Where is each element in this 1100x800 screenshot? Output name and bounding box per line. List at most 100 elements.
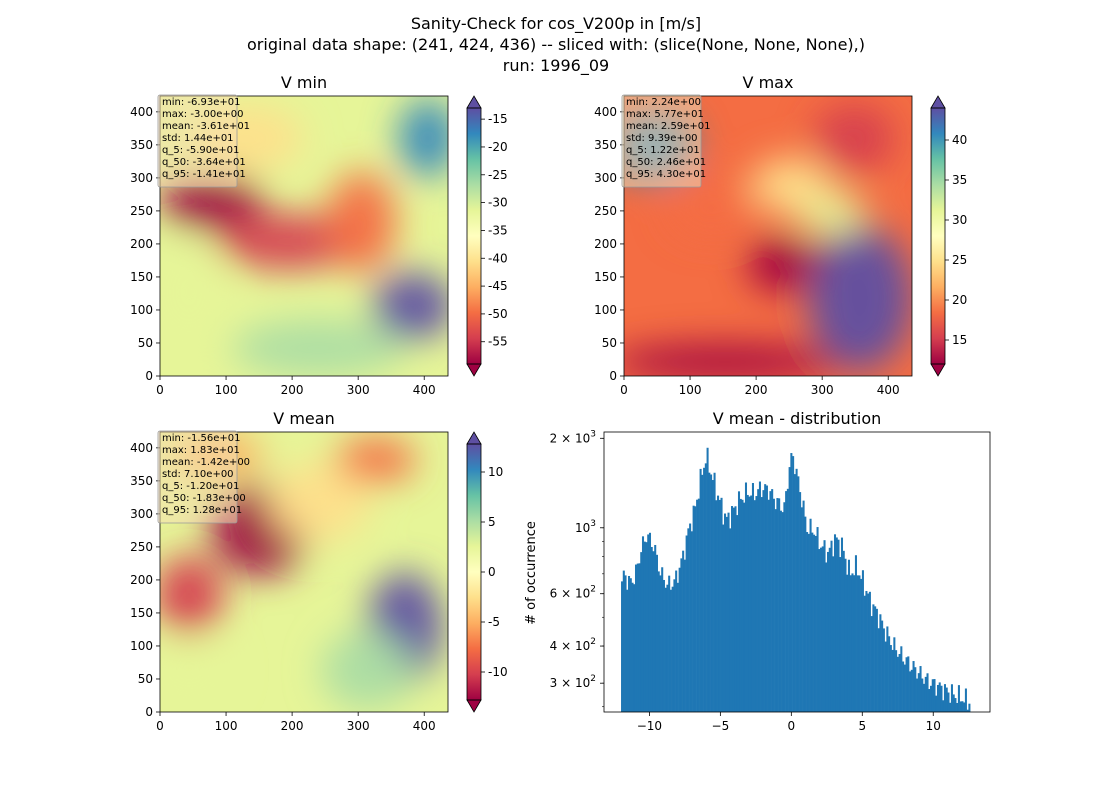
histogram-bar <box>788 467 791 712</box>
heatmap-region <box>814 104 895 172</box>
x-tick-label: 0 <box>156 383 164 397</box>
histogram-bar <box>893 637 896 712</box>
y-tick-label: 300 <box>130 171 153 185</box>
colorbar-tick-label: -50 <box>488 307 508 321</box>
colorbar-extend-max <box>466 95 482 109</box>
y-axis-label: # of occurrence <box>524 521 539 625</box>
colorbar-tick-label: 0 <box>488 565 496 579</box>
stats-line: q_5: -1.20e+01 <box>162 481 239 492</box>
histogram-bar <box>936 684 940 712</box>
histogram-bar <box>666 584 669 712</box>
x-tick-label: 5 <box>858 719 866 733</box>
histogram-bar <box>814 535 817 712</box>
histogram-bar <box>622 570 625 712</box>
stats-line: q_95: 4.30e+01 <box>626 169 706 180</box>
stats-line: q_50: -3.64e+01 <box>162 157 246 168</box>
colorbar-tick-label: -5 <box>488 615 500 629</box>
colorbar-extend-min <box>930 363 946 377</box>
histogram-bar <box>781 512 784 712</box>
histogram-bar <box>718 499 721 712</box>
histogram-bar <box>903 664 906 712</box>
heatmap-region <box>160 241 224 343</box>
colorbar-tick-label: -20 <box>488 140 508 154</box>
y-tick-label: 400 <box>594 105 617 119</box>
heatmap-region <box>321 630 414 710</box>
histogram-bar <box>764 484 767 712</box>
colorbar-frame <box>466 107 482 365</box>
histogram-bar <box>870 616 873 712</box>
histogram-bar <box>963 702 966 712</box>
y-tick-label: 250 <box>130 540 153 554</box>
y-tick-label: 50 <box>602 336 617 350</box>
colorbar-gradient <box>931 108 945 364</box>
panel-v-min: V min 0 100 200 300 400 0 50 100 150 200 250 300 350… <box>130 73 508 397</box>
histogram-bar <box>641 536 645 712</box>
histogram-bar <box>638 563 641 712</box>
histogram-bar <box>849 575 852 712</box>
histogram-bar <box>774 509 777 712</box>
histogram-bar <box>846 574 849 712</box>
histogram-bar <box>703 467 706 712</box>
histogram-bar <box>898 654 901 712</box>
y-tick-label: 100 <box>130 303 153 317</box>
x-tick-label: 200 <box>281 719 304 733</box>
y-tick-label: 2 × 103 <box>550 429 596 445</box>
stats-line: max: 1.83e+01 <box>162 445 240 456</box>
histogram-bar <box>669 589 672 712</box>
histogram-bar <box>938 682 941 712</box>
histogram-bar <box>832 556 835 712</box>
histogram-bar <box>821 546 824 712</box>
histogram-bar <box>682 550 685 712</box>
histogram-bar <box>825 562 828 712</box>
y-tick-label: 200 <box>130 237 153 251</box>
panel-title: V min <box>281 73 327 92</box>
panel-v-max: V max 0 100 200 300 400050100150200250300350… <box>594 73 967 397</box>
histogram-bar <box>926 673 929 712</box>
stats-box-background <box>157 94 238 188</box>
histogram-bar <box>727 512 730 712</box>
y-tick-label: 350 <box>594 138 617 152</box>
histogram-bar <box>750 495 753 712</box>
histogram-bar <box>867 593 870 712</box>
colorbar-v-max: 15 20 25 30 35 40 <box>930 95 967 377</box>
heatmap-region <box>160 642 230 698</box>
histogram-bar <box>633 584 636 712</box>
x-tick-label: 10 <box>926 719 941 733</box>
histogram-bar <box>851 573 854 712</box>
histogram-bar <box>949 702 952 712</box>
y-tick-label: 350 <box>130 474 153 488</box>
histogram-bar <box>872 604 875 712</box>
histogram-bar <box>959 701 962 712</box>
histogram-bar <box>900 646 903 712</box>
histogram-bar <box>650 546 653 712</box>
histogram-bar <box>626 589 629 712</box>
histogram-bar <box>947 692 950 712</box>
y-tick-label: 100 <box>594 303 617 317</box>
stats-line: mean: 2.59e+01 <box>626 121 710 132</box>
y-tick-label: 200 <box>594 237 617 251</box>
histogram-bar <box>882 628 885 712</box>
histogram-bar <box>840 537 844 712</box>
y-tick-label: 103 <box>575 519 596 535</box>
colorbar-tick-label: 25 <box>952 253 967 267</box>
histogram-bar <box>701 474 704 712</box>
y-tick-label: 200 <box>130 573 153 587</box>
colorbar-tick-label: 20 <box>952 293 967 307</box>
histogram-bar <box>673 579 676 712</box>
x-tick-label: 400 <box>877 383 900 397</box>
histogram-bar <box>654 544 657 712</box>
stats-line: mean: -3.61e+01 <box>162 121 250 132</box>
histogram-bar <box>762 490 765 712</box>
histogram-bar <box>935 695 938 712</box>
histogram-bar <box>916 678 919 712</box>
heatmap-region <box>160 555 224 634</box>
colorbar-v-mean: 10 5 0 -5 -10 <box>466 431 508 713</box>
histogram-bar <box>741 499 744 712</box>
stats-line: q_5: -5.90e+01 <box>162 145 239 156</box>
histogram-bar <box>737 491 741 712</box>
histogram-bar <box>921 678 924 712</box>
colorbar-v-min: -15 -20 -25 -30 -35 -40 -45 -50 -55 <box>466 95 508 377</box>
histogram-bar <box>725 516 728 712</box>
histogram-bar <box>647 534 650 712</box>
heatmap-region <box>160 174 264 231</box>
